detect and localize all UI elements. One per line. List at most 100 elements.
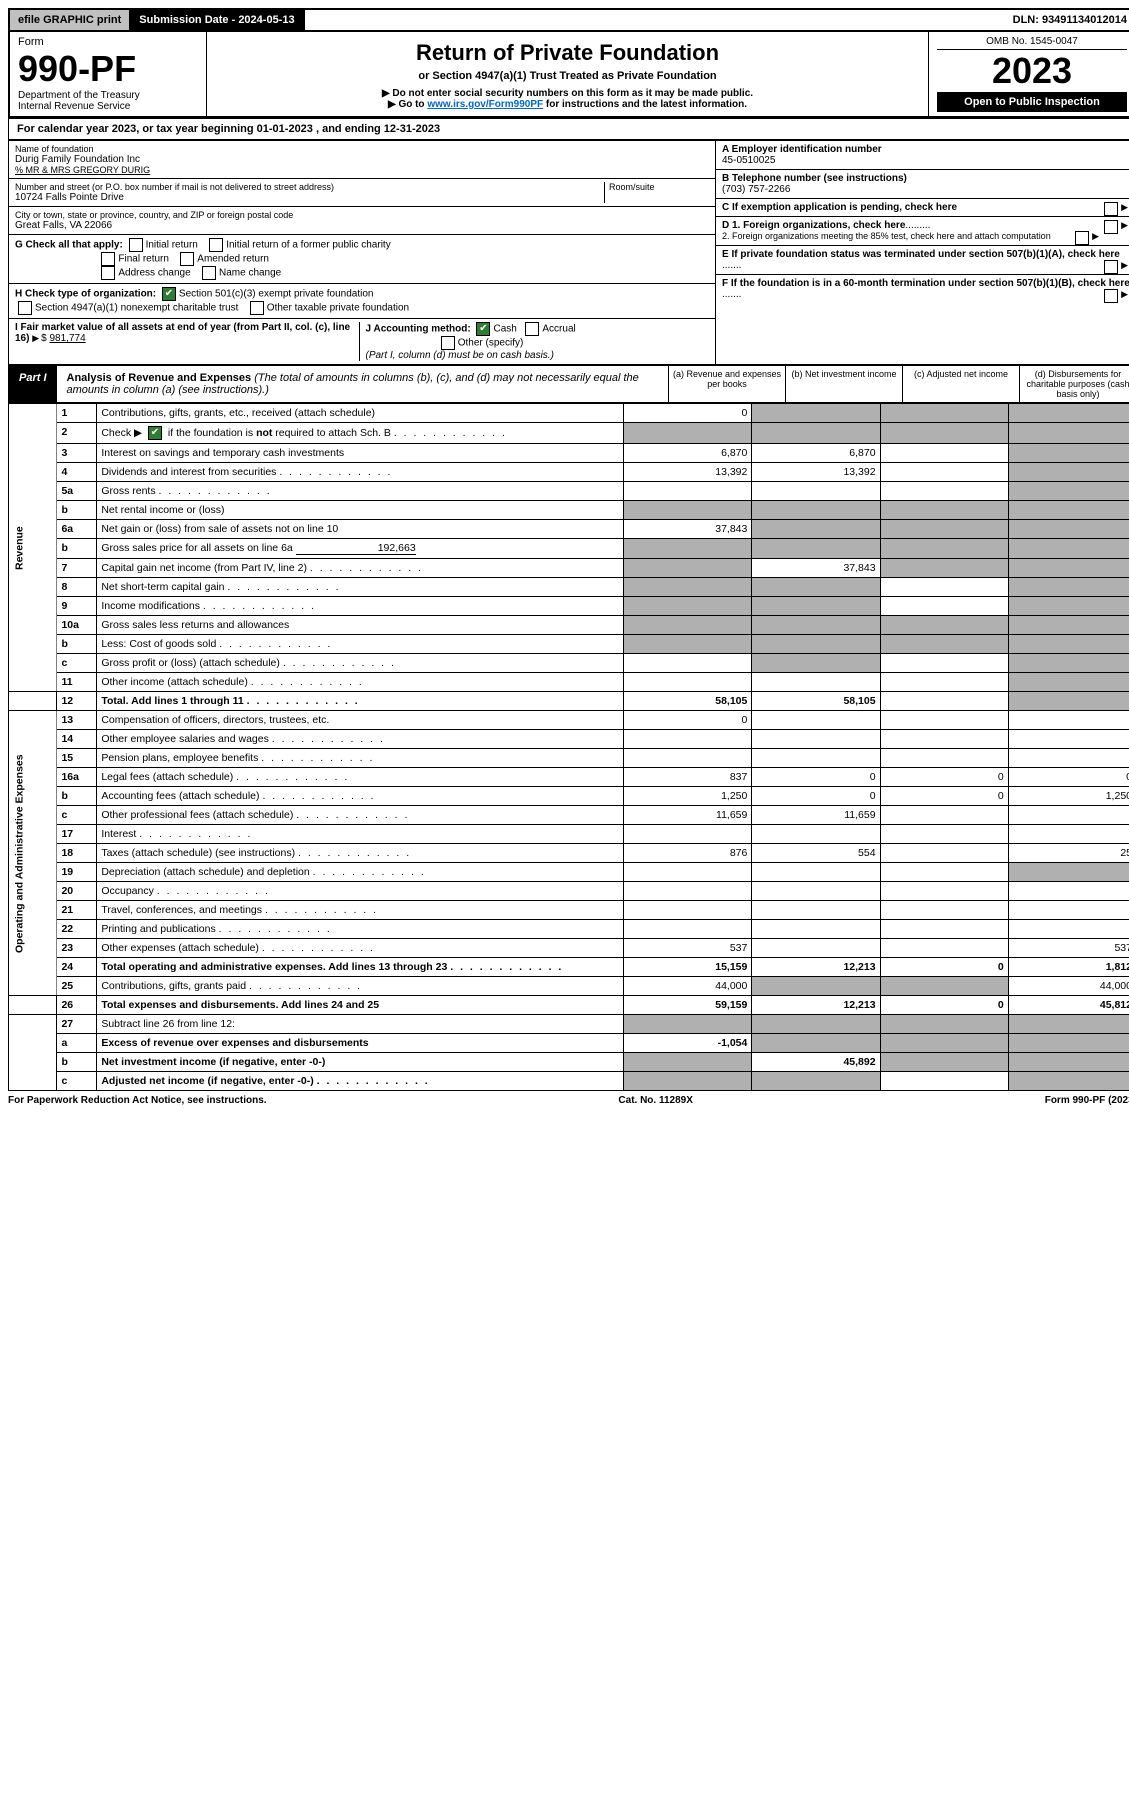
val-b: 13,392: [752, 463, 880, 482]
room-label: Room/suite: [609, 182, 709, 192]
initial-return-checkbox[interactable]: [129, 238, 143, 252]
initial-former-checkbox[interactable]: [209, 238, 223, 252]
line-num: 3: [57, 444, 97, 463]
line-desc: Less: Cost of goods sold: [97, 635, 624, 654]
name-change-checkbox[interactable]: [202, 266, 216, 280]
accrual-checkbox[interactable]: [525, 322, 539, 336]
other-taxable-checkbox[interactable]: [250, 301, 264, 315]
val-d: 1,812: [1008, 958, 1129, 977]
val-b: 37,843: [752, 559, 880, 578]
page-footer: For Paperwork Reduction Act Notice, see …: [8, 1091, 1129, 1110]
c-label: C If exemption application is pending, c…: [722, 202, 957, 213]
h-label: H Check type of organization:: [15, 289, 156, 300]
line-num: 19: [57, 863, 97, 882]
warn-goto-post: for instructions and the latest informat…: [543, 99, 747, 110]
line-num: b: [57, 635, 97, 654]
val-a: 1,250: [624, 787, 752, 806]
footer-right: Form 990-PF (2023): [1045, 1095, 1129, 1106]
val-a: 58,105: [624, 692, 752, 711]
line-num: 12: [57, 692, 97, 711]
val-b: 0: [752, 787, 880, 806]
line-desc: Capital gain net income (from Part IV, l…: [97, 559, 624, 578]
4947-checkbox[interactable]: [18, 301, 32, 315]
table-row: 15Pension plans, employee benefits: [9, 749, 1129, 768]
efile-print-button[interactable]: efile GRAPHIC print: [10, 10, 131, 30]
val-c: 0: [880, 787, 1008, 806]
table-row: cGross profit or (loss) (attach schedule…: [9, 654, 1129, 673]
col-c-header: (c) Adjusted net income: [902, 366, 1019, 402]
cash-label: Cash: [493, 324, 516, 335]
val-a: 13,392: [624, 463, 752, 482]
line-num: 15: [57, 749, 97, 768]
line-num: 2: [57, 423, 97, 444]
g-label: G Check all that apply:: [15, 240, 123, 251]
cash-checkbox[interactable]: [476, 322, 490, 336]
line-desc: Income modifications: [97, 597, 624, 616]
amended-return-checkbox[interactable]: [180, 252, 194, 266]
f-checkbox[interactable]: [1104, 289, 1118, 303]
city-label: City or town, state or province, country…: [15, 210, 709, 220]
foundation-name: Durig Family Foundation Inc: [15, 154, 709, 165]
val-a: 11,659: [624, 806, 752, 825]
line-desc: Other expenses (attach schedule): [97, 939, 624, 958]
val-a: 6,870: [624, 444, 752, 463]
d2-label: 2. Foreign organizations meeting the 85%…: [722, 231, 1051, 241]
val-b: 0: [752, 768, 880, 787]
c-checkbox[interactable]: [1104, 202, 1118, 216]
name-change-label: Name change: [219, 268, 281, 279]
table-row: Operating and Administrative Expenses 13…: [9, 711, 1129, 730]
table-row: Revenue 1 Contributions, gifts, grants, …: [9, 404, 1129, 423]
submission-date: Submission Date - 2024-05-13: [131, 10, 304, 30]
line-desc: Depreciation (attach schedule) and deple…: [97, 863, 624, 882]
address-change-checkbox[interactable]: [101, 266, 115, 280]
line-num: b: [57, 787, 97, 806]
other-method-checkbox[interactable]: [441, 336, 455, 350]
val-a: 0: [624, 404, 752, 423]
val-d: 1,250: [1008, 787, 1129, 806]
501c3-checkbox[interactable]: [162, 287, 176, 301]
line-desc: Net rental income or (loss): [97, 501, 624, 520]
4947-label: Section 4947(a)(1) nonexempt charitable …: [35, 303, 238, 314]
table-row: 6aNet gain or (loss) from sale of assets…: [9, 520, 1129, 539]
line-num: c: [57, 654, 97, 673]
schb-checkbox[interactable]: [148, 426, 162, 440]
val-a: 0: [624, 711, 752, 730]
val-b: 12,213: [752, 958, 880, 977]
line-desc: Other professional fees (attach schedule…: [97, 806, 624, 825]
form-title: Return of Private Foundation: [215, 40, 920, 66]
val-a: -1,054: [624, 1034, 752, 1053]
final-return-checkbox[interactable]: [101, 252, 115, 266]
opex-section-label: Operating and Administrative Expenses: [9, 711, 57, 996]
dept-treasury: Department of the Treasury: [18, 90, 198, 101]
fmv-value: 981,774: [50, 333, 86, 344]
irs-label: Internal Revenue Service: [18, 101, 198, 112]
col-d-header: (d) Disbursements for charitable purpose…: [1019, 366, 1129, 402]
val-b: 45,892: [752, 1053, 880, 1072]
line-num: 7: [57, 559, 97, 578]
line-num: 18: [57, 844, 97, 863]
line-num: 11: [57, 673, 97, 692]
line-desc: Interest: [97, 825, 624, 844]
warn-ssn: ▶ Do not enter social security numbers o…: [215, 88, 920, 99]
e-checkbox[interactable]: [1104, 260, 1118, 274]
line-desc: Total expenses and disbursements. Add li…: [97, 996, 624, 1015]
initial-return-label: Initial return: [146, 240, 198, 251]
table-row: 3Interest on savings and temporary cash …: [9, 444, 1129, 463]
table-row: 25Contributions, gifts, grants paid 44,0…: [9, 977, 1129, 996]
inline-value: 192,663: [296, 542, 416, 555]
line-num: 26: [57, 996, 97, 1015]
footer-left: For Paperwork Reduction Act Notice, see …: [8, 1095, 267, 1106]
line-desc: Gross sales less returns and allowances: [97, 616, 624, 635]
table-row: 23Other expenses (attach schedule) 53753…: [9, 939, 1129, 958]
table-row: 10aGross sales less returns and allowanc…: [9, 616, 1129, 635]
care-of: % MR & MRS GREGORY DURIG: [15, 165, 709, 175]
d2-checkbox[interactable]: [1075, 231, 1089, 245]
form990pf-link[interactable]: www.irs.gov/Form990PF: [427, 99, 543, 110]
top-bar: efile GRAPHIC print Submission Date - 20…: [8, 8, 1129, 32]
table-row: 4Dividends and interest from securities …: [9, 463, 1129, 482]
d1-checkbox[interactable]: [1104, 220, 1118, 234]
table-row: cOther professional fees (attach schedul…: [9, 806, 1129, 825]
line-num: 8: [57, 578, 97, 597]
val-a: 15,159: [624, 958, 752, 977]
line-desc: Gross sales price for all assets on line…: [97, 539, 624, 559]
